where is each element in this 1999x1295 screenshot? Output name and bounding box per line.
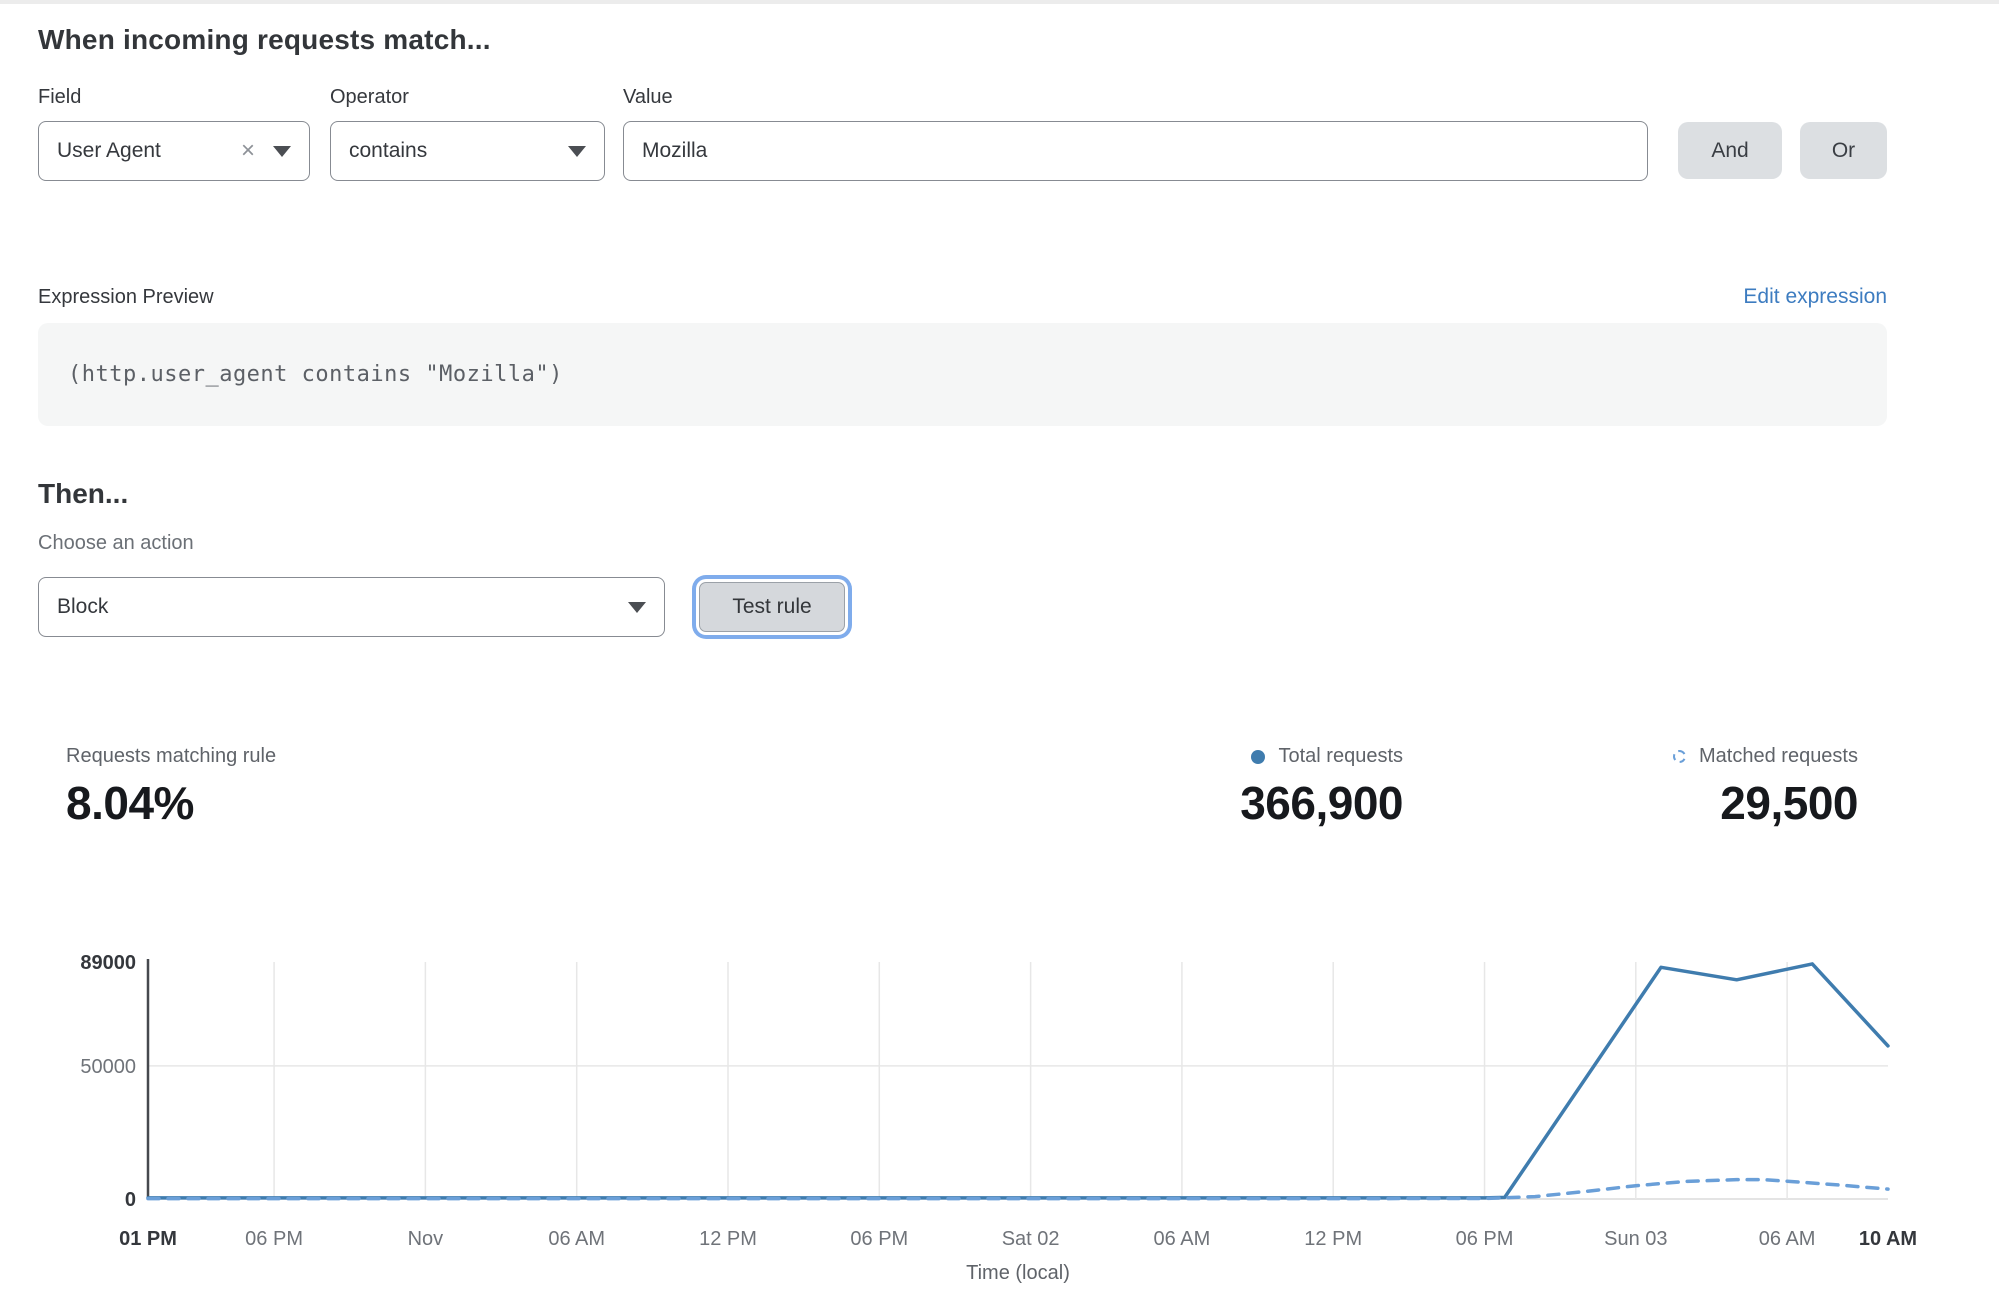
total-requests-label: Total requests <box>1278 745 1403 767</box>
choose-action-label: Choose an action <box>38 532 194 554</box>
then-section-title: Then... <box>38 478 129 509</box>
requests-matching-stat: Requests matching rule 8.04% <box>66 745 276 830</box>
svg-text:06 PM: 06 PM <box>850 1228 908 1250</box>
svg-text:89000: 89000 <box>80 952 136 974</box>
svg-text:12 PM: 12 PM <box>699 1228 757 1250</box>
svg-text:Sat 02: Sat 02 <box>1002 1228 1060 1250</box>
total-requests-stat: Total requests 366,900 <box>1240 745 1403 830</box>
svg-text:01 PM: 01 PM <box>119 1228 177 1250</box>
svg-text:12 PM: 12 PM <box>1304 1228 1362 1250</box>
total-requests-legend-dot-icon <box>1251 749 1266 764</box>
action-select[interactable]: Block <box>38 577 665 637</box>
svg-text:06 AM: 06 AM <box>1154 1228 1211 1250</box>
svg-text:06 AM: 06 AM <box>548 1228 605 1250</box>
or-button[interactable]: Or <box>1800 122 1887 179</box>
requests-line-chart: 0 50000 89000 01 PM 06 PM Nov 06 AM 12 PM 06 PM S… <box>80 952 1917 1250</box>
matched-requests-legend-dashed-circle-icon <box>1673 750 1687 763</box>
matched-requests-stat: Matched requests 29,500 <box>1673 745 1858 830</box>
value-input[interactable] <box>623 121 1648 181</box>
svg-text:06 AM: 06 AM <box>1759 1228 1816 1250</box>
edit-expression-link[interactable]: Edit expression <box>1743 285 1887 308</box>
requests-matching-value: 8.04% <box>66 777 194 829</box>
chevron-down-icon <box>568 145 586 157</box>
svg-text:0: 0 <box>125 1189 136 1211</box>
matched-requests-value: 29,500 <box>1720 777 1858 829</box>
svg-text:10 AM: 10 AM <box>1859 1228 1917 1250</box>
action-select-value: Block <box>57 595 109 618</box>
svg-text:50000: 50000 <box>80 1056 136 1078</box>
field-select[interactable]: User Agent × <box>38 121 310 181</box>
expression-code: (http.user_agent contains "Mozilla") <box>68 362 563 387</box>
matched-requests-label: Matched requests <box>1699 745 1858 767</box>
x-axis-title: Time (local) <box>966 1262 1070 1284</box>
svg-text:06 PM: 06 PM <box>1456 1228 1514 1250</box>
expression-preview-label: Expression Preview <box>38 286 214 308</box>
svg-text:Nov: Nov <box>408 1228 444 1250</box>
operator-label: Operator <box>330 86 409 108</box>
and-button[interactable]: And <box>1678 122 1782 179</box>
operator-select-value: contains <box>349 139 428 162</box>
chevron-down-icon <box>628 601 646 613</box>
clear-field-icon[interactable]: × <box>240 137 255 164</box>
top-divider <box>0 0 1999 4</box>
requests-matching-label: Requests matching rule <box>66 745 277 767</box>
match-section-title: When incoming requests match... <box>38 24 491 55</box>
rule-condition-row: Field User Agent × Operator contains Val… <box>38 86 1887 181</box>
test-rule-button[interactable]: Test rule <box>699 582 845 632</box>
expression-preview-box: (http.user_agent contains "Mozilla") <box>38 323 1887 426</box>
value-label: Value <box>623 86 673 108</box>
svg-text:Sun 03: Sun 03 <box>1604 1228 1667 1250</box>
field-select-value: User Agent <box>57 139 161 162</box>
chevron-down-icon <box>273 145 291 157</box>
total-requests-value: 366,900 <box>1240 777 1403 829</box>
operator-select[interactable]: contains <box>330 121 605 181</box>
svg-text:06 PM: 06 PM <box>245 1228 303 1250</box>
field-label: Field <box>38 86 82 108</box>
